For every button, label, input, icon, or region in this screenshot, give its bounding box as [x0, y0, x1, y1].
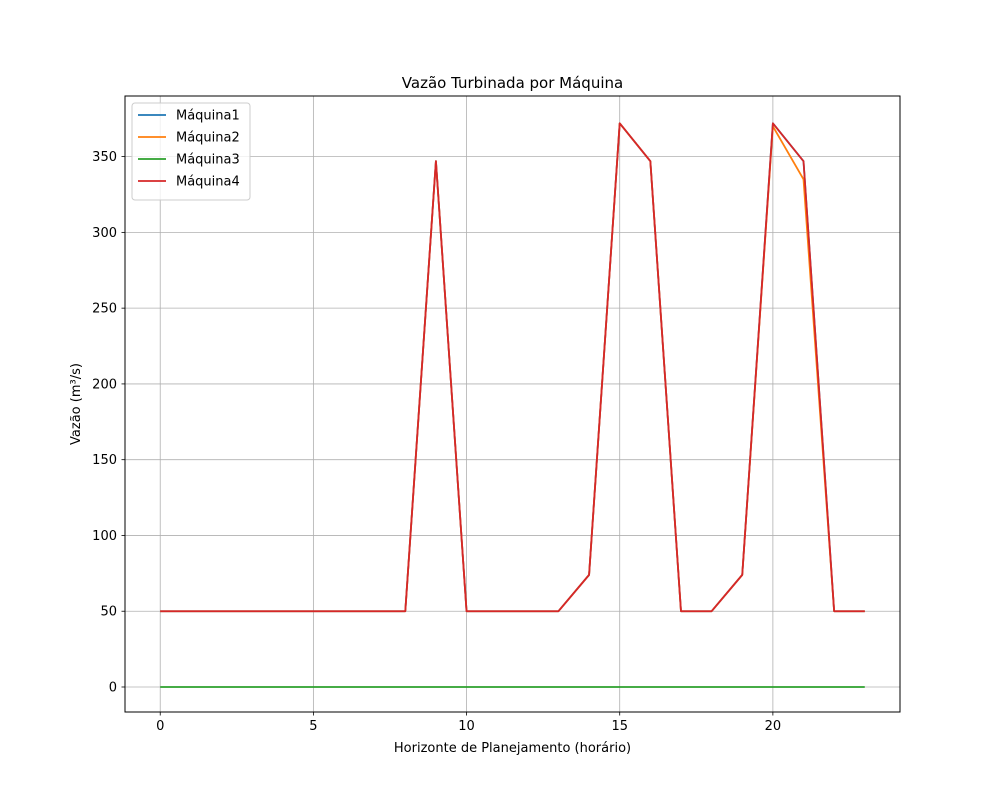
chart-title: Vazão Turbinada por Máquina: [402, 74, 623, 92]
y-tick-label: 200: [92, 377, 117, 392]
y-tick-label: 100: [92, 529, 117, 544]
y-tick-label: 300: [92, 226, 117, 241]
y-tick-label: 350: [92, 150, 117, 165]
x-axis-ticks: 0 5 10 15 20: [156, 712, 781, 734]
x-tick-label: 15: [611, 719, 628, 734]
y-axis-ticks: 0 50 100 150 200 250 300 350: [92, 150, 125, 695]
grid-lines: [125, 96, 900, 712]
y-tick-label: 150: [92, 453, 117, 468]
y-tick-label: 250: [92, 302, 117, 317]
legend: Máquina1 Máquina2 Máquina3 Máquina4: [131, 102, 251, 201]
y-tick-label: 50: [100, 605, 117, 620]
legend-label: Máquina4: [176, 175, 240, 190]
x-axis-label: Horizonte de Planejamento (horário): [394, 741, 631, 756]
y-axis-label: Vazão (m³/s): [69, 363, 84, 445]
legend-label: Máquina1: [176, 109, 240, 124]
legend-label: Máquina2: [176, 131, 240, 146]
series-lines: [160, 122, 865, 688]
legend-label: Máquina3: [176, 153, 240, 168]
x-tick-label: 0: [156, 719, 164, 734]
x-tick-label: 10: [458, 719, 475, 734]
x-tick-label: 20: [765, 719, 782, 734]
series-line-4: [160, 122, 865, 613]
x-tick-label: 5: [309, 719, 317, 734]
legend-box: [131, 102, 251, 201]
y-tick-label: 0: [109, 680, 117, 695]
plot-frame: [124, 95, 901, 713]
